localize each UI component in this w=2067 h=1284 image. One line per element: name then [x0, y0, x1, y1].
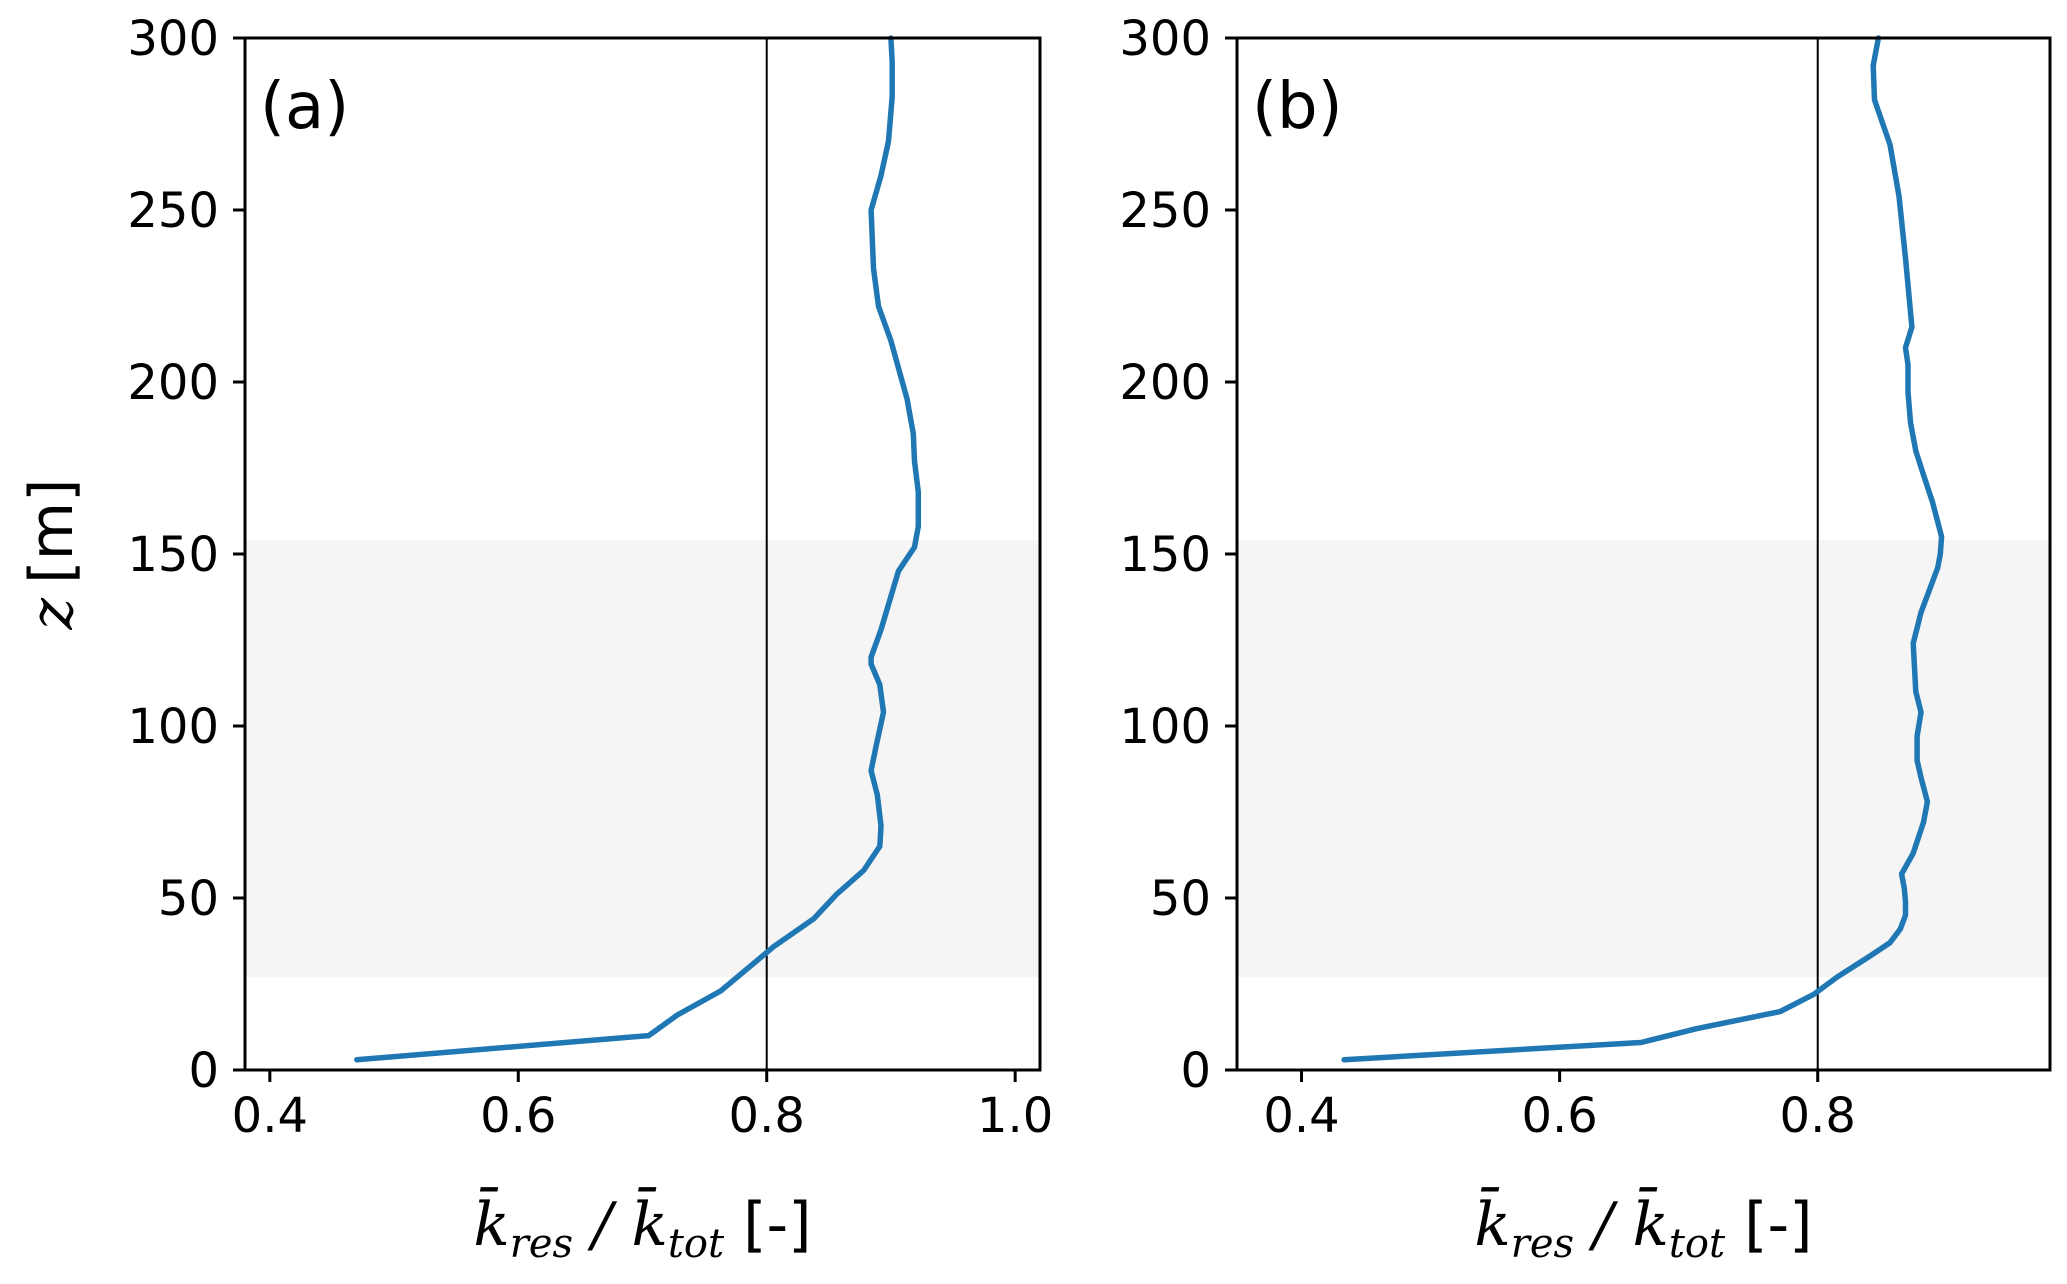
y-tick-label: 200 [1119, 355, 1211, 411]
series-line-0 [1341, 35, 1945, 1063]
series-line-0 [354, 35, 922, 1063]
x-tick-label: 0.6 [480, 1088, 556, 1144]
y-tick-label: 0 [188, 1043, 219, 1099]
x-axis-label-part: res [510, 1221, 573, 1267]
y-tick-label: 200 [127, 355, 219, 411]
x-tick-label: 0.8 [729, 1088, 805, 1144]
panel-label: (b) [1252, 70, 1343, 144]
x-axis-label-part: [-] [724, 1190, 812, 1260]
x-tick-label: 0.8 [1780, 1088, 1856, 1144]
x-axis-label-part: k̄ [1632, 1187, 1668, 1260]
x-axis-label: k̄res / k̄tot [-] [1474, 1187, 1812, 1267]
y-tick-label: 150 [1119, 527, 1211, 583]
y-tick-label: 100 [1119, 699, 1211, 755]
x-tick-label: 1.0 [977, 1088, 1053, 1144]
y-tick-label: 250 [127, 183, 219, 239]
y-axis-label: z [m] [17, 479, 87, 631]
shaded-band [245, 540, 1040, 978]
y-tick-label: 0 [1180, 1043, 1211, 1099]
x-axis-label-part: tot [1669, 1221, 1726, 1267]
y-tick-label: 50 [158, 871, 219, 927]
x-axis-label-part: [-] [1725, 1190, 1813, 1260]
x-axis-label-part: / [573, 1190, 631, 1260]
y-axis-label-unit: [m] [17, 479, 87, 584]
x-axis-label-part: res [1511, 1221, 1574, 1267]
panel-label: (a) [260, 70, 349, 144]
y-tick-label: 150 [127, 527, 219, 583]
x-axis-label-part: k̄ [631, 1187, 667, 1260]
x-tick-label: 0.4 [1263, 1088, 1339, 1144]
x-axis-label-part: / [1574, 1190, 1632, 1260]
y-tick-label: 100 [127, 699, 219, 755]
shaded-band [1237, 540, 2050, 978]
x-axis-label-part: tot [668, 1221, 725, 1267]
y-tick-label: 300 [127, 11, 219, 67]
x-tick-label: 0.6 [1521, 1088, 1597, 1144]
x-axis-label-part: k̄ [1474, 1187, 1510, 1260]
y-tick-label: 300 [1119, 11, 1211, 67]
y-axis-label-var: z [17, 597, 87, 630]
y-tick-label: 50 [1150, 871, 1211, 927]
x-axis-label-part: k̄ [473, 1187, 509, 1260]
y-tick-label: 250 [1119, 183, 1211, 239]
x-tick-label: 0.4 [232, 1088, 308, 1144]
x-axis-label: k̄res / k̄tot [-] [473, 1187, 811, 1267]
